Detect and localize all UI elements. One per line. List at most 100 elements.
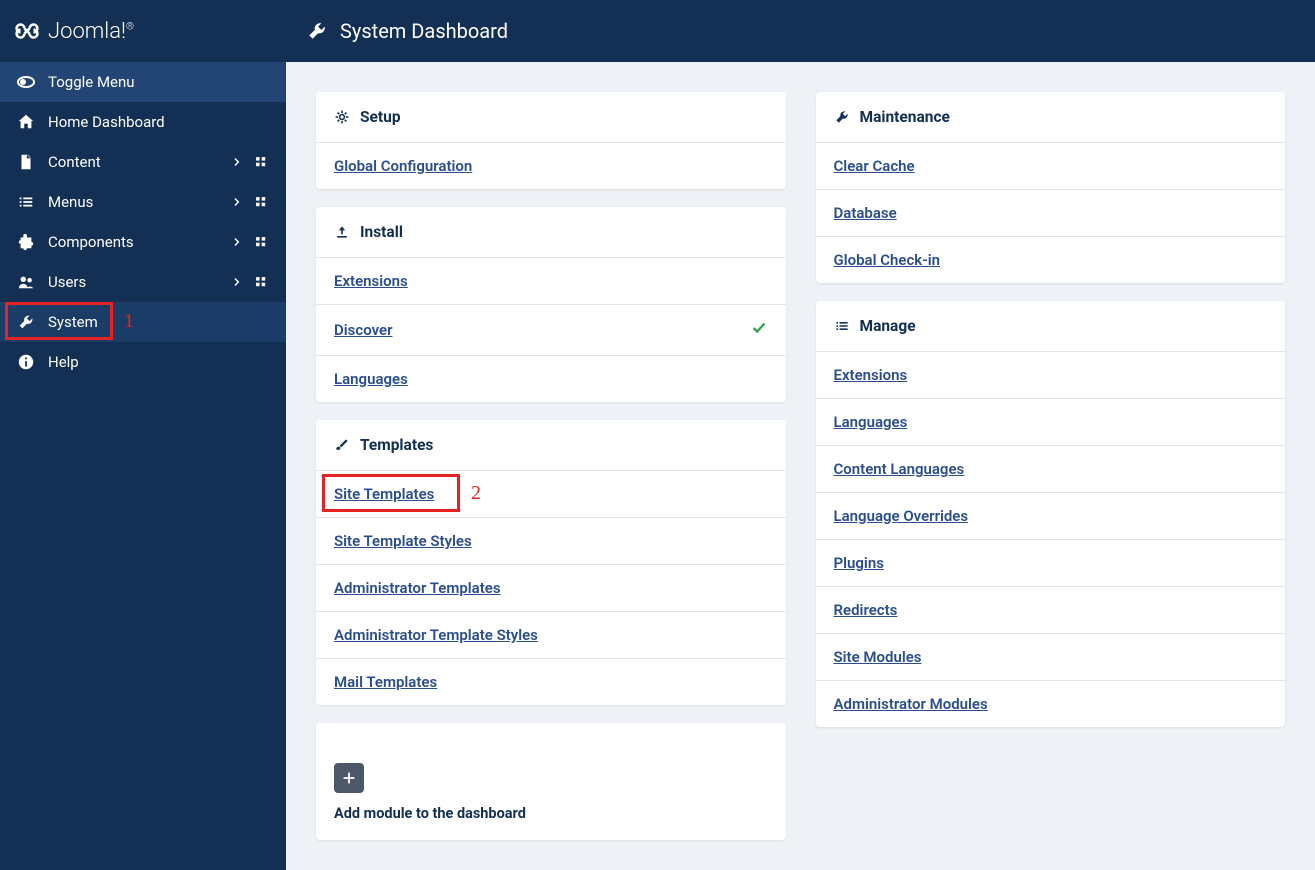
sidebar-item-label: Users	[48, 273, 222, 291]
listcheck-icon	[834, 318, 850, 334]
sidebar-item-help[interactable]: Help	[0, 342, 286, 382]
sidebar-item-label: Help	[48, 353, 270, 371]
panel-templates: Templates Site Templates 2 Site Template St…	[316, 420, 786, 705]
main: System Dashboard Setup Global Configurati…	[286, 0, 1315, 870]
annotation-num-1: 1	[124, 310, 134, 333]
link-plugins[interactable]: Plugins	[834, 554, 884, 572]
panel-header: Maintenance	[816, 92, 1286, 142]
info-icon	[16, 352, 36, 372]
add-module-label: Add module to the dashboard	[334, 805, 768, 822]
sidebar-item-label: Components	[48, 233, 222, 251]
panel-link-row: Redirects	[816, 586, 1286, 633]
panel-header: Setup	[316, 92, 786, 142]
panel-link-row: Administrator Templates	[316, 564, 786, 611]
panel-link-row: Site Template Styles	[316, 517, 786, 564]
panel-link-row: Global Check-in	[816, 236, 1286, 283]
link-clear-cache[interactable]: Clear Cache	[834, 157, 915, 175]
link-global-configuration[interactable]: Global Configuration	[334, 157, 472, 175]
panel-setup: Setup Global Configuration	[316, 92, 786, 189]
sidebar-item-system[interactable]: System1	[0, 302, 286, 342]
joomla-logo-icon	[14, 18, 40, 44]
panel-link-row: Site Modules	[816, 633, 1286, 680]
panel-link-row: Administrator Modules	[816, 680, 1286, 727]
link-mail-templates[interactable]: Mail Templates	[334, 673, 437, 691]
panel-manage: Manage Extensions Languages Content Languag…	[816, 301, 1286, 727]
panel-link-row: Language Overrides	[816, 492, 1286, 539]
grid-icon[interactable]	[252, 233, 270, 251]
chevron-right-icon	[228, 233, 246, 251]
content: Setup Global Configuration Install Extensio…	[286, 62, 1315, 870]
left-column: Setup Global Configuration Install Extensio…	[316, 92, 786, 840]
topbar: System Dashboard	[286, 0, 1315, 62]
link-languages[interactable]: Languages	[834, 413, 908, 431]
panel-link-row: Site Templates	[316, 470, 786, 517]
wrench-icon	[306, 20, 328, 42]
sidebar-item-users[interactable]: Users	[0, 262, 286, 302]
link-extensions[interactable]: Extensions	[834, 366, 908, 384]
link-global-check-in[interactable]: Global Check-in	[834, 251, 941, 269]
panel-header: Install	[316, 207, 786, 257]
link-discover[interactable]: Discover	[334, 321, 392, 339]
grid-icon[interactable]	[252, 153, 270, 171]
sidebar-item-label: Home Dashboard	[48, 113, 270, 131]
link-site-template-styles[interactable]: Site Template Styles	[334, 532, 472, 550]
link-content-languages[interactable]: Content Languages	[834, 460, 965, 478]
link-extensions[interactable]: Extensions	[334, 272, 408, 290]
panel-link-row: Extensions	[316, 257, 786, 304]
grid-icon[interactable]	[252, 273, 270, 291]
chevron-right-icon	[228, 273, 246, 291]
panel-install: Install Extensions Discover Languages	[316, 207, 786, 402]
link-administrator-templates[interactable]: Administrator Templates	[334, 579, 501, 597]
home-icon	[16, 112, 36, 132]
grid-icon[interactable]	[252, 193, 270, 211]
puzzle-icon	[16, 232, 36, 252]
panel-link-row: Languages	[816, 398, 1286, 445]
panel-link-row: Discover	[316, 304, 786, 355]
brush-icon	[334, 437, 350, 453]
sidebar-item-home-dashboard[interactable]: Home Dashboard	[0, 102, 286, 142]
sidebar: Joomla!® Toggle Menu Home Dashboard Conte…	[0, 0, 286, 870]
panel-title: Templates	[360, 436, 433, 454]
check-icon	[750, 319, 768, 341]
sidebar-item-menus[interactable]: Menus	[0, 182, 286, 222]
right-column: Maintenance Clear Cache Database Global Che…	[816, 92, 1286, 727]
panel-title: Setup	[360, 108, 401, 126]
panel-link-row: Extensions	[816, 351, 1286, 398]
wrench-icon	[16, 312, 36, 332]
annotation-num-2: 2	[471, 482, 481, 505]
sidebar-item-label: Menus	[48, 193, 222, 211]
link-language-overrides[interactable]: Language Overrides	[834, 507, 969, 525]
chevron-right-icon	[228, 193, 246, 211]
link-administrator-modules[interactable]: Administrator Modules	[834, 695, 988, 713]
wrench-icon	[834, 109, 850, 125]
panel-link-row: Database	[816, 189, 1286, 236]
link-redirects[interactable]: Redirects	[834, 601, 898, 619]
panel-link-row: Global Configuration	[316, 142, 786, 189]
sidebar-item-label: Content	[48, 153, 222, 171]
link-site-modules[interactable]: Site Modules	[834, 648, 922, 666]
link-administrator-template-styles[interactable]: Administrator Template Styles	[334, 626, 538, 644]
link-languages[interactable]: Languages	[334, 370, 408, 388]
panel-link-row: Administrator Template Styles	[316, 611, 786, 658]
link-site-templates[interactable]: Site Templates	[334, 485, 434, 503]
panel-header: Templates	[316, 420, 786, 470]
toggle-label: Toggle Menu	[48, 73, 270, 91]
panel-link-row: Mail Templates	[316, 658, 786, 705]
link-database[interactable]: Database	[834, 204, 897, 222]
toggle-menu[interactable]: Toggle Menu	[0, 62, 286, 102]
upload-icon	[334, 224, 350, 240]
panel-link-row: Languages	[316, 355, 786, 402]
sidebar-item-content[interactable]: Content	[0, 142, 286, 182]
panel-title: Manage	[860, 317, 916, 335]
sidebar-item-label: System	[48, 313, 270, 331]
add-module-card: Add module to the dashboard	[316, 723, 786, 840]
plus-icon	[340, 769, 358, 787]
brand[interactable]: Joomla!®	[0, 0, 286, 62]
file-icon	[16, 152, 36, 172]
panel-header: Manage	[816, 301, 1286, 351]
add-module-button[interactable]	[334, 763, 364, 793]
sidebar-item-components[interactable]: Components	[0, 222, 286, 262]
gear-icon	[334, 109, 350, 125]
chevron-right-icon	[228, 153, 246, 171]
panel-link-row: Plugins	[816, 539, 1286, 586]
